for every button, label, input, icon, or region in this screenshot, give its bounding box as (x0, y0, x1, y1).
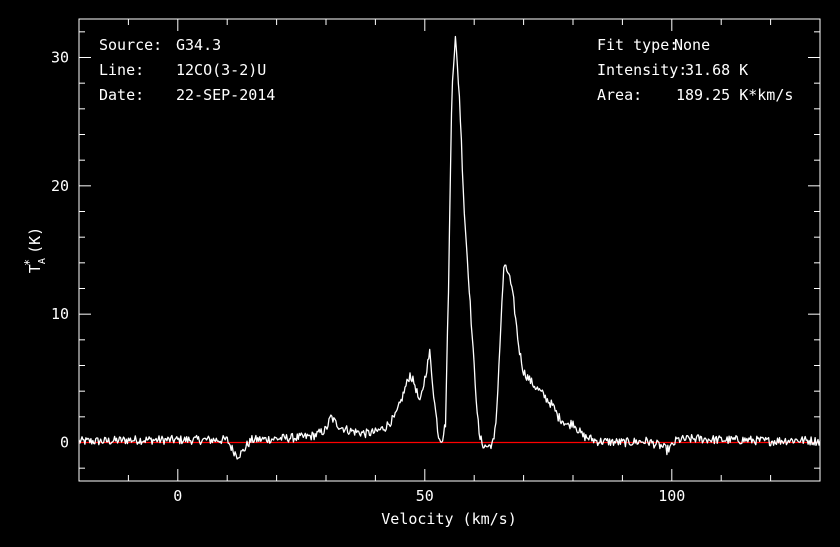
x-tick-label: 0 (173, 487, 182, 505)
y-tick-label: 0 (60, 434, 69, 452)
x-tick-label: 100 (658, 487, 685, 505)
line-label: Line: (99, 61, 145, 79)
intensity-value: 31.68 K (685, 61, 749, 79)
y-tick-label: 10 (51, 305, 69, 323)
y-tick-label: 20 (51, 177, 69, 195)
source-value: G34.3 (176, 36, 222, 54)
area-value: 189.25 K*km/s (676, 86, 794, 104)
intensity-label: Intensity: (597, 61, 688, 79)
fit-type-label: Fit type: (597, 36, 679, 54)
axis-tick-labels: 0 50 100 0 10 20 30 (51, 49, 685, 506)
axis-ticks (78, 19, 821, 481)
svg-text:TA*(K): TA* (K) (22, 227, 48, 273)
line-value: 12CO(3-2)U (176, 61, 267, 79)
y-axis-label-sup: * (22, 259, 36, 266)
date-value: 22-SEP-2014 (176, 86, 276, 104)
plot-frame (78, 18, 821, 482)
y-tick-label: 30 (51, 49, 69, 67)
y-axis-label-sub: A (37, 258, 48, 264)
y-axis-label-unit: (K) (26, 227, 44, 254)
fit-type-value: None (674, 36, 711, 54)
x-axis-label: Velocity (km/s) (381, 510, 516, 528)
spectrum-line (78, 35, 821, 460)
x-tick-label: 50 (416, 487, 434, 505)
y-axis-label: TA* (K) (22, 227, 48, 273)
area-label: Area: (597, 86, 643, 104)
source-label: Source: (99, 36, 163, 54)
date-label: Date: (99, 86, 145, 104)
y-axis-label-base: T (26, 264, 44, 273)
